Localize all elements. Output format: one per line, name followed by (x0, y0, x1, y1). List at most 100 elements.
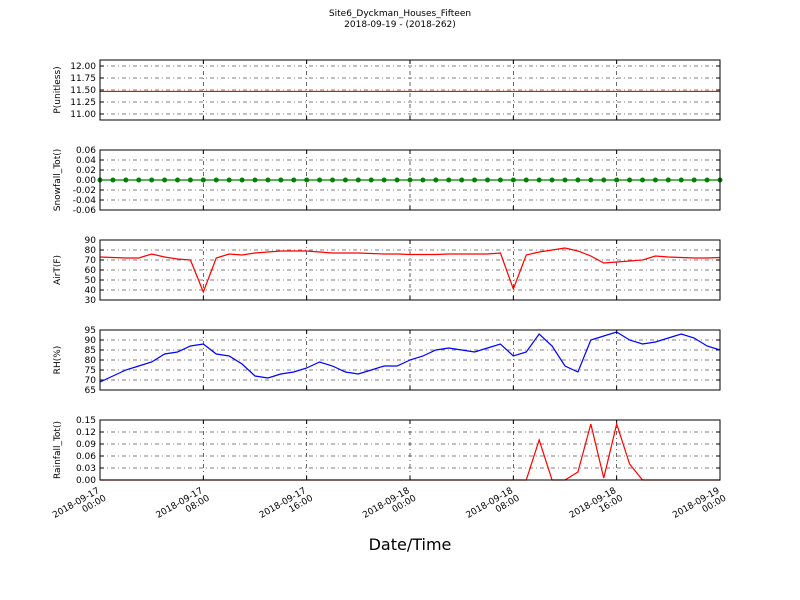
data-point (665, 177, 671, 183)
data-point (627, 177, 633, 183)
data-point (175, 177, 180, 183)
data-point (575, 177, 581, 183)
y-tick-label: 0.06 (76, 452, 96, 462)
data-point (652, 177, 658, 183)
data-point (562, 177, 568, 183)
data-point (446, 177, 452, 183)
data-point (291, 177, 297, 183)
y-tick-label: 75 (85, 366, 96, 376)
y-tick-label: 80 (85, 356, 97, 366)
data-point (381, 177, 387, 183)
y-tick-label: 0.02 (76, 166, 96, 176)
data-point (200, 177, 206, 183)
y-tick-label: 70 (85, 376, 97, 386)
plot-frame (99, 329, 721, 391)
data-point (459, 177, 465, 183)
data-point (472, 177, 478, 183)
data-point (317, 177, 323, 183)
y-tick-label: 11.75 (70, 74, 96, 84)
y-tick-label: 11.25 (70, 98, 96, 108)
data-point (239, 177, 245, 183)
data-point (330, 177, 335, 183)
y-tick-label: 0.03 (76, 464, 96, 474)
x-tick-label: 2018-09-1700:00 (51, 485, 108, 530)
y-axis-label: AirT(F) (53, 255, 63, 285)
y-tick-label: -0.02 (73, 186, 96, 196)
x-tick-label: 2018-09-1900:00 (671, 485, 728, 530)
y-tick-label: 95 (85, 326, 96, 336)
data-point (601, 177, 607, 183)
plot-frame (99, 419, 721, 481)
x-tick-label: 2018-09-1716:00 (258, 485, 315, 530)
y-tick-label: 90 (85, 236, 97, 246)
y-tick-label: 0.00 (76, 176, 96, 186)
y-tick-label: -0.06 (73, 206, 97, 216)
data-point (433, 177, 439, 183)
y-axis-label: Snowfall_Tot() (53, 149, 63, 212)
plot-frame (99, 59, 721, 121)
data-point (123, 177, 129, 183)
y-tick-label: 0.00 (76, 476, 96, 486)
y-axis-label: RH(%) (53, 346, 63, 375)
x-tick-label: 2018-09-1800:00 (361, 485, 418, 530)
y-tick-label: 85 (85, 346, 96, 356)
data-point (485, 177, 490, 183)
data-point (549, 177, 555, 183)
y-tick-label: 11.50 (70, 86, 96, 96)
data-point (342, 177, 348, 183)
data-point (678, 177, 684, 183)
y-tick-label: -0.04 (73, 196, 97, 206)
y-tick-label: 0.12 (76, 428, 96, 438)
y-tick-label: 30 (85, 296, 97, 306)
plot-frame (99, 239, 721, 301)
y-tick-label: 0.09 (76, 440, 96, 450)
data-point (510, 177, 516, 183)
data-point (110, 177, 116, 183)
chart-subtitle: 2018-09-19 - (2018-262) (344, 20, 456, 30)
data-point (252, 177, 258, 183)
y-axis-label: Rainfall_Tot() (53, 421, 63, 479)
x-tick-label: 2018-09-1816:00 (568, 485, 625, 530)
y-tick-label: 0.15 (76, 416, 96, 426)
y-axis-label: P(unitless) (53, 66, 63, 113)
data-point (278, 177, 284, 183)
data-point (187, 177, 193, 183)
data-point (691, 177, 697, 183)
data-point (265, 177, 271, 183)
x-axis-label: Date/Time (369, 535, 452, 554)
x-tick-label: 2018-09-1708:00 (155, 485, 212, 530)
y-tick-label: 0.04 (76, 156, 96, 166)
y-tick-label: 65 (85, 386, 96, 396)
data-point (614, 177, 620, 183)
data-point (497, 177, 503, 183)
y-tick-label: 40 (85, 286, 97, 296)
y-tick-label: 12.00 (70, 62, 96, 72)
data-point (162, 177, 168, 183)
data-point (588, 177, 594, 183)
y-tick-label: 80 (85, 246, 97, 256)
x-tick-label: 2018-09-1808:00 (465, 485, 522, 530)
data-point (420, 177, 426, 183)
data-point (523, 177, 529, 183)
data-point (640, 177, 645, 183)
y-tick-label: 11.00 (70, 110, 96, 120)
data-point (704, 177, 710, 183)
data-point (368, 177, 374, 183)
data-point (407, 177, 413, 183)
data-point (394, 177, 400, 183)
y-tick-label: 60 (85, 266, 97, 276)
y-tick-label: 90 (85, 336, 97, 346)
data-point (304, 177, 310, 183)
data-point (226, 177, 232, 183)
data-point (136, 177, 142, 183)
data-point (149, 177, 155, 183)
plot-frame (99, 149, 721, 211)
y-tick-label: 0.06 (76, 146, 96, 156)
chart-title: Site6_Dyckman_Houses_Fifteen (329, 9, 471, 19)
data-line (99, 331, 721, 383)
y-tick-label: 70 (85, 256, 97, 266)
y-tick-label: 50 (85, 276, 97, 286)
data-line (99, 247, 721, 294)
data-point (355, 177, 361, 183)
